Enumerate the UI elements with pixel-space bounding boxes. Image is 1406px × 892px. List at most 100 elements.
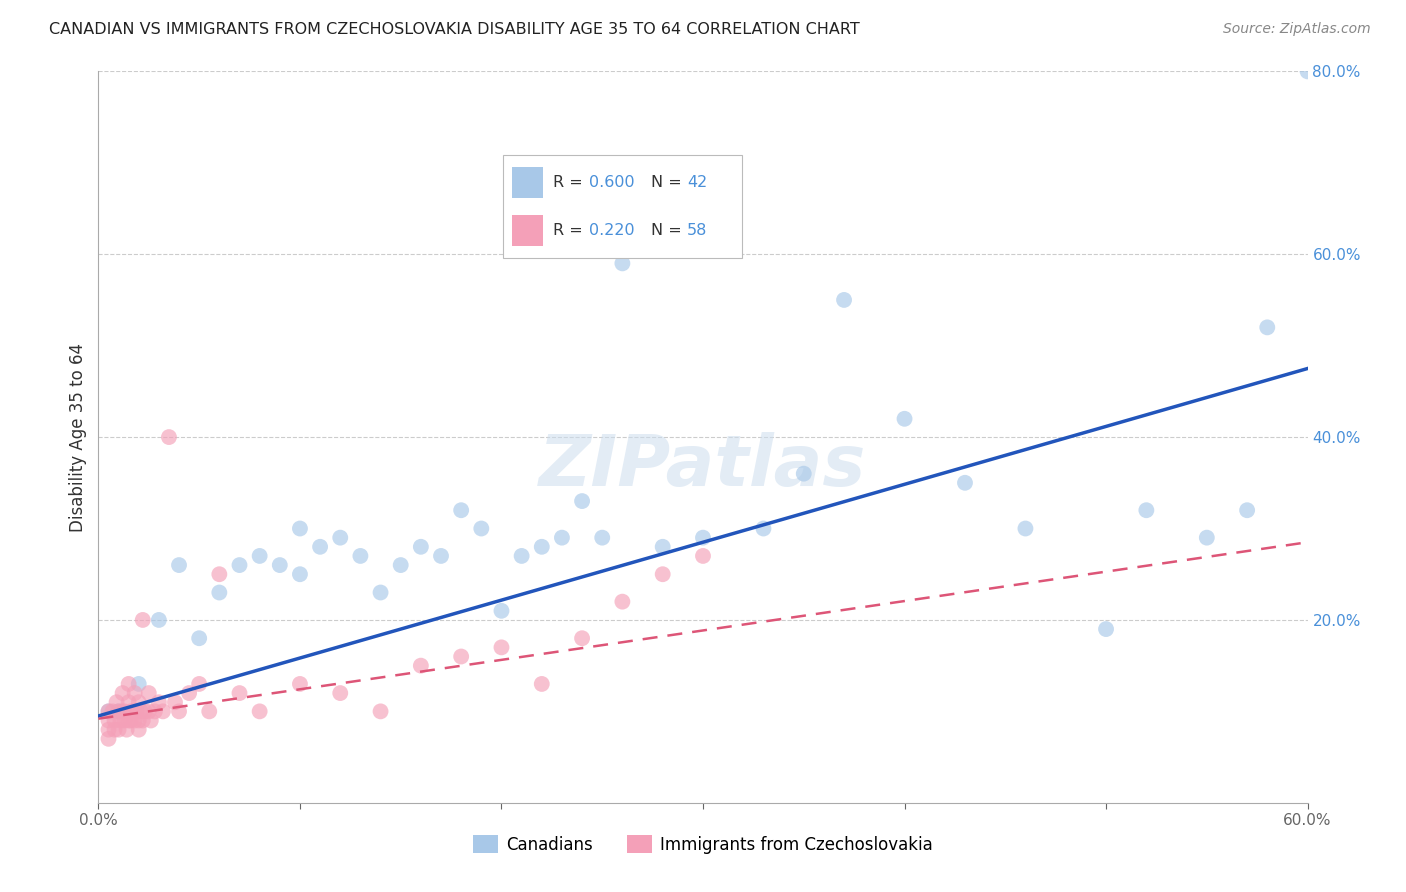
Point bbox=[103, 723, 125, 737]
Point bbox=[111, 705, 134, 719]
Point bbox=[114, 714, 136, 728]
Point bbox=[125, 705, 148, 719]
Point bbox=[118, 714, 141, 728]
Point bbox=[208, 567, 231, 582]
Point bbox=[510, 549, 533, 563]
Point bbox=[1195, 531, 1218, 545]
Point bbox=[571, 494, 593, 508]
FancyBboxPatch shape bbox=[503, 155, 742, 258]
Point bbox=[288, 677, 311, 691]
Point bbox=[120, 714, 142, 728]
Point bbox=[612, 594, 634, 608]
Point bbox=[288, 521, 311, 535]
Point bbox=[138, 686, 160, 700]
Point bbox=[450, 649, 472, 664]
Text: 58: 58 bbox=[688, 223, 707, 238]
Point bbox=[349, 549, 371, 563]
Point bbox=[128, 714, 150, 728]
Point bbox=[491, 604, 513, 618]
Point bbox=[114, 705, 136, 719]
Point bbox=[450, 503, 472, 517]
Point bbox=[1236, 503, 1258, 517]
Point bbox=[121, 705, 143, 719]
Point bbox=[198, 705, 221, 719]
Point bbox=[249, 705, 271, 719]
Point bbox=[430, 549, 453, 563]
Text: Source: ZipAtlas.com: Source: ZipAtlas.com bbox=[1223, 22, 1371, 37]
Point bbox=[409, 658, 432, 673]
Text: CANADIAN VS IMMIGRANTS FROM CZECHOSLOVAKIA DISABILITY AGE 35 TO 64 CORRELATION C: CANADIAN VS IMMIGRANTS FROM CZECHOSLOVAK… bbox=[49, 22, 860, 37]
Point bbox=[1135, 503, 1157, 517]
Point bbox=[115, 723, 138, 737]
Point bbox=[124, 686, 146, 700]
Point bbox=[249, 549, 271, 563]
Text: R =: R = bbox=[553, 223, 588, 238]
Point bbox=[167, 558, 190, 573]
Point bbox=[118, 677, 141, 691]
Point bbox=[101, 705, 124, 719]
Point bbox=[138, 705, 160, 719]
Point bbox=[228, 686, 250, 700]
Point bbox=[163, 695, 186, 709]
Point bbox=[752, 521, 775, 535]
Point bbox=[208, 585, 231, 599]
Point bbox=[530, 677, 553, 691]
Point bbox=[612, 256, 634, 270]
Point bbox=[651, 567, 673, 582]
Point bbox=[118, 695, 141, 709]
Point bbox=[309, 540, 332, 554]
Legend: Canadians, Immigrants from Czechoslovakia: Canadians, Immigrants from Czechoslovaki… bbox=[467, 829, 939, 860]
Point bbox=[269, 558, 291, 573]
Point bbox=[120, 705, 142, 719]
Point bbox=[124, 714, 146, 728]
Point bbox=[1296, 64, 1319, 78]
Point bbox=[167, 705, 190, 719]
Point bbox=[953, 475, 976, 490]
Text: 0.220: 0.220 bbox=[589, 223, 634, 238]
Point bbox=[128, 723, 150, 737]
Text: N =: N = bbox=[651, 223, 688, 238]
FancyBboxPatch shape bbox=[512, 215, 543, 246]
Point bbox=[530, 540, 553, 554]
Point bbox=[188, 632, 211, 646]
Point bbox=[107, 705, 129, 719]
Point bbox=[97, 714, 120, 728]
Point bbox=[329, 531, 352, 545]
Point bbox=[409, 540, 432, 554]
Point bbox=[148, 695, 170, 709]
Point bbox=[228, 558, 250, 573]
Point bbox=[470, 521, 492, 535]
Point bbox=[793, 467, 815, 481]
Point bbox=[591, 531, 613, 545]
Point bbox=[893, 412, 915, 426]
FancyBboxPatch shape bbox=[512, 168, 543, 198]
Text: ZIPatlas: ZIPatlas bbox=[540, 432, 866, 500]
Point bbox=[370, 705, 392, 719]
Point bbox=[110, 714, 132, 728]
Point bbox=[148, 613, 170, 627]
Point bbox=[139, 714, 162, 728]
Point bbox=[651, 540, 673, 554]
Point bbox=[128, 695, 150, 709]
Point bbox=[288, 567, 311, 582]
Point bbox=[157, 430, 180, 444]
Y-axis label: Disability Age 35 to 64: Disability Age 35 to 64 bbox=[69, 343, 87, 532]
Point bbox=[692, 549, 714, 563]
Point bbox=[491, 640, 513, 655]
Point bbox=[129, 705, 152, 719]
Point bbox=[179, 686, 201, 700]
Text: N =: N = bbox=[651, 176, 688, 190]
Point bbox=[132, 613, 155, 627]
Point bbox=[105, 695, 128, 709]
Point bbox=[111, 686, 134, 700]
Point bbox=[329, 686, 352, 700]
Text: 0.600: 0.600 bbox=[589, 176, 634, 190]
Point bbox=[97, 705, 120, 719]
Point bbox=[188, 677, 211, 691]
Text: 42: 42 bbox=[688, 176, 707, 190]
Point bbox=[551, 531, 574, 545]
Point bbox=[128, 677, 150, 691]
Point bbox=[571, 632, 593, 646]
Point bbox=[1014, 521, 1036, 535]
Point bbox=[1095, 622, 1118, 636]
